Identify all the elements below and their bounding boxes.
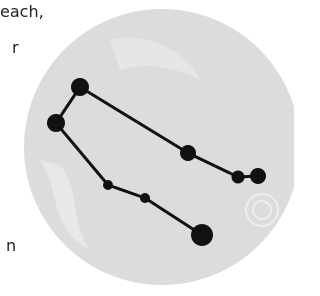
illustration [0,0,294,296]
star [47,114,65,132]
star [103,180,113,190]
star [250,168,266,184]
page: each, r n (() => { const data = JSON.par… [0,0,294,296]
text-fragment: r [12,40,19,56]
text-fragment: each, [0,4,44,20]
star [232,171,245,184]
text-fragment: n [6,238,16,254]
star [180,145,196,161]
star [140,193,150,203]
zodiac-badge [24,9,294,285]
star [71,78,89,96]
star [191,224,213,246]
